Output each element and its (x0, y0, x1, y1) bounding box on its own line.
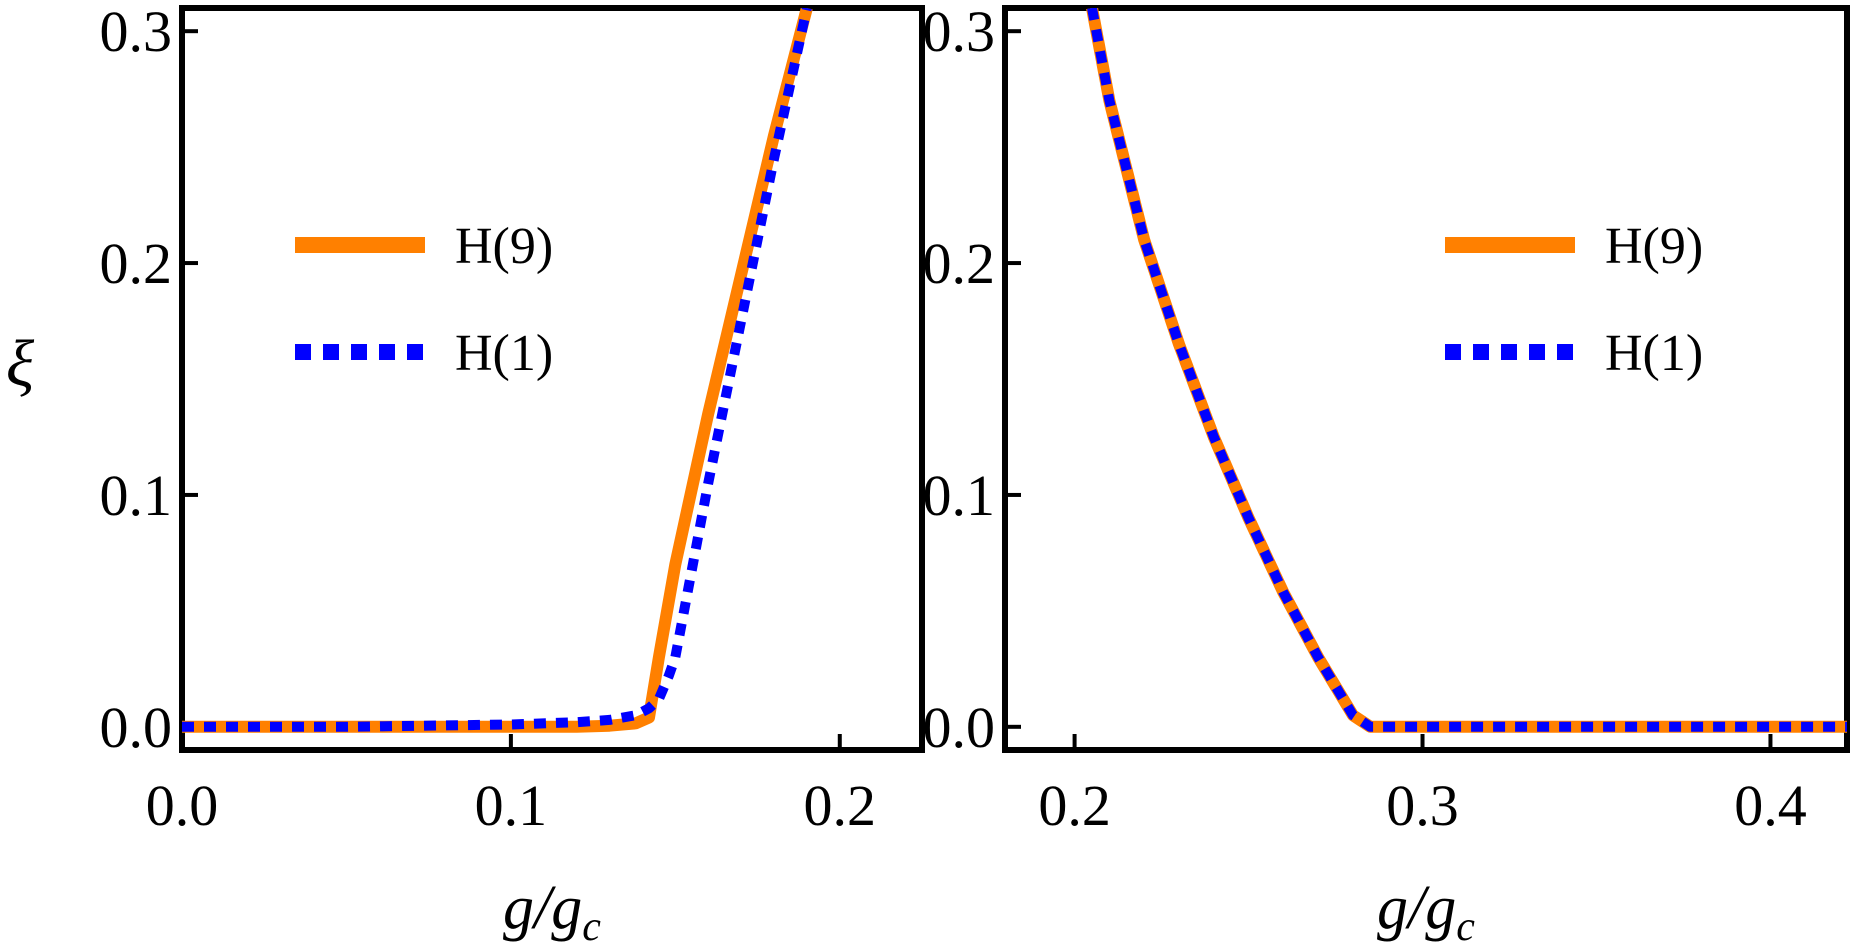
series-line-h1 (182, 8, 812, 732)
y-tick-label: 0.3 (923, 0, 996, 64)
legend-label-h9: H(9) (455, 218, 553, 275)
series-line-h9 (182, 8, 813, 733)
x-tick-label: 0.2 (1038, 773, 1111, 838)
series-line-h9 (1086, 8, 1847, 733)
x-tick-label: 0.2 (804, 773, 877, 838)
legend-label-h9: H(9) (1605, 218, 1703, 275)
legend-label-h1: H(1) (1605, 325, 1703, 382)
series-line-h1 (1087, 8, 1847, 732)
y-tick-label: 0.2 (923, 231, 996, 296)
x-tick-label: 0.1 (475, 773, 548, 838)
plot-frame (1002, 5, 1850, 753)
x-axis-label: g/gc (503, 874, 601, 949)
right-plot-panel: 0.0 0.1 0.2 0.3 0.2 0.3 0.4 H(9) H(1) g/gc (923, 0, 1850, 949)
x-axis-label: g/gc (1377, 874, 1475, 949)
x-tick-label: 0.0 (146, 773, 219, 838)
left-plot-panel: 0.0 0.1 0.2 0.3 0.0 0.1 0.2 H(9) H(1) g/gc ξ (6, 0, 925, 949)
plot-frame (179, 5, 925, 753)
y-tick-label: 0.1 (923, 463, 996, 528)
y-tick-label: 0.0 (923, 695, 996, 760)
y-tick-label: 0.2 (100, 231, 173, 296)
x-tick-label: 0.4 (1734, 773, 1807, 838)
series-group (182, 8, 813, 733)
x-tick-label: 0.3 (1386, 773, 1459, 838)
legend-label-h1: H(1) (455, 325, 553, 382)
y-tick-label: 0.3 (100, 0, 173, 64)
y-tick-label: 0.1 (100, 463, 173, 528)
y-tick-label: 0.0 (100, 695, 173, 760)
y-axis-label: ξ (6, 327, 35, 400)
series-group (1086, 8, 1847, 733)
